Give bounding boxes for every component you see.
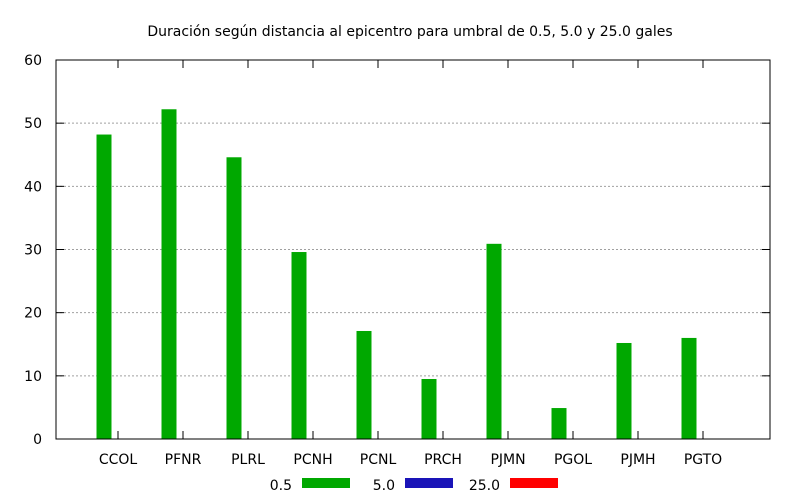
x-tick-label: PCNH bbox=[293, 452, 332, 468]
y-tick-label: 0 bbox=[33, 432, 42, 448]
y-tick-label: 30 bbox=[24, 243, 42, 259]
bars bbox=[96, 109, 697, 440]
x-axis: CCOL PFNR PLRL PCNH PCNL PRCH PJMN PGOL PJMH PGTO bbox=[99, 60, 722, 468]
y-tick-label: 50 bbox=[24, 116, 42, 132]
legend-swatch bbox=[405, 478, 453, 488]
legend-swatch bbox=[510, 478, 558, 488]
y-tick-label: 20 bbox=[24, 306, 42, 322]
x-tick-label: PJMH bbox=[620, 452, 655, 468]
y-tick-label: 60 bbox=[24, 53, 42, 69]
bar-0.5 bbox=[96, 134, 112, 439]
bar-0.5 bbox=[161, 109, 177, 440]
legend-label: 25.0 bbox=[469, 478, 500, 494]
grid-lines bbox=[56, 122, 770, 377]
chart-title: Duración según distancia al epicentro pa… bbox=[147, 24, 672, 40]
x-tick-label: PJMN bbox=[490, 452, 525, 468]
bar-0.5 bbox=[486, 243, 502, 439]
x-tick-label: PGTO bbox=[684, 452, 722, 468]
bar-0.5 bbox=[681, 337, 697, 439]
x-tick-label: CCOL bbox=[99, 452, 138, 468]
x-tick-label: PFNR bbox=[165, 452, 202, 468]
legend-swatch bbox=[302, 478, 350, 488]
bar-0.5 bbox=[616, 342, 632, 439]
legend-label: 0.5 bbox=[270, 478, 292, 494]
x-tick-label: PCNL bbox=[360, 452, 397, 468]
y-axis: 0 10 20 30 40 50 60 bbox=[24, 53, 770, 448]
legend-label: 5.0 bbox=[373, 478, 395, 494]
bar-0.5 bbox=[291, 252, 307, 439]
y-tick-label: 40 bbox=[24, 179, 42, 195]
x-tick-label: PLRL bbox=[231, 452, 265, 468]
legend: 0.5 5.0 25.0 bbox=[270, 478, 558, 494]
plot-frame bbox=[55, 59, 771, 440]
bar-0.5 bbox=[421, 378, 437, 439]
bar-0.5 bbox=[356, 330, 372, 439]
bar-0.5 bbox=[226, 157, 242, 439]
x-tick-label: PRCH bbox=[424, 452, 462, 468]
y-tick-label: 10 bbox=[24, 369, 42, 385]
x-tick-label: PGOL bbox=[554, 452, 592, 468]
bar-0.5 bbox=[551, 408, 567, 439]
